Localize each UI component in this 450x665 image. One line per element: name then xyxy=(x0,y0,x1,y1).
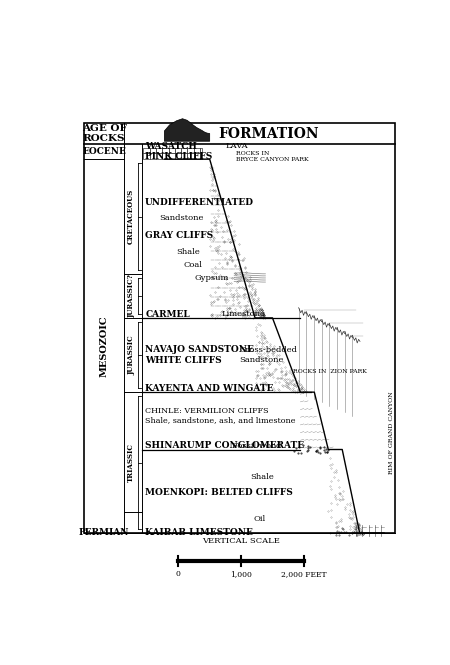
Text: 2,000 FEET: 2,000 FEET xyxy=(281,571,327,579)
Text: MOENKOPI: BELTED CLIFFS: MOENKOPI: BELTED CLIFFS xyxy=(145,487,293,497)
Text: WASATCH
PINK CLIFFS: WASATCH PINK CLIFFS xyxy=(145,142,212,161)
Text: 0: 0 xyxy=(176,571,181,579)
Text: SHINARUMP CONGLOMERATE: SHINARUMP CONGLOMERATE xyxy=(145,442,304,450)
Text: RIM OF GRAND CANYON: RIM OF GRAND CANYON xyxy=(388,392,394,474)
Text: Oil: Oil xyxy=(253,515,266,523)
Text: FORMATION: FORMATION xyxy=(218,126,319,140)
Bar xyxy=(144,152,150,159)
Text: UNDIFFERENTIATED: UNDIFFERENTIATED xyxy=(145,198,254,207)
Text: Fossil wood: Fossil wood xyxy=(232,442,282,450)
Text: ROCKS IN
BRYCE CANYON PARK: ROCKS IN BRYCE CANYON PARK xyxy=(236,151,309,162)
Bar xyxy=(150,148,156,152)
Text: Gypsum: Gypsum xyxy=(194,275,229,283)
Bar xyxy=(175,152,181,159)
Text: MESOZOIC: MESOZOIC xyxy=(100,315,109,377)
Text: EOCENE: EOCENE xyxy=(82,147,126,156)
Text: Limestone: Limestone xyxy=(222,311,266,319)
Text: LAVA: LAVA xyxy=(225,142,248,150)
Bar xyxy=(181,148,187,152)
Text: Shale: Shale xyxy=(176,248,200,257)
Text: ROCKS IN  ZION PARK: ROCKS IN ZION PARK xyxy=(293,369,367,374)
Text: CHINLE: VERMILION CLIFFS
Shale, sandstone, ash, and limestone: CHINLE: VERMILION CLIFFS Shale, sandston… xyxy=(145,407,296,424)
Text: Shale: Shale xyxy=(250,473,274,481)
Text: VERTICAL SCALE: VERTICAL SCALE xyxy=(202,537,280,545)
Text: Cross-bedded
Sandstone: Cross-bedded Sandstone xyxy=(239,346,297,364)
Text: TRIASSIC: TRIASSIC xyxy=(127,443,135,482)
Bar xyxy=(84,123,395,533)
Bar xyxy=(181,152,187,159)
Text: GRAY CLIFFS: GRAY CLIFFS xyxy=(145,231,213,241)
Bar xyxy=(144,148,150,152)
Bar xyxy=(169,148,175,152)
Text: KAYENTA AND WINGATE: KAYENTA AND WINGATE xyxy=(145,384,274,393)
Bar xyxy=(169,152,175,159)
Bar xyxy=(194,148,200,152)
Text: CARMEL: CARMEL xyxy=(145,310,190,319)
Bar xyxy=(156,152,162,159)
Bar xyxy=(187,152,194,159)
Text: PERMIAN: PERMIAN xyxy=(79,529,130,537)
Text: JURASSIC?: JURASSIC? xyxy=(127,274,135,318)
Bar xyxy=(156,148,162,152)
Text: Coal: Coal xyxy=(184,261,202,269)
Bar xyxy=(200,152,202,159)
Text: JURASSIC: JURASSIC xyxy=(127,335,135,375)
Text: 1,000: 1,000 xyxy=(230,571,252,579)
Text: NAVAJO SANDSTONE
WHITE CLIFFS: NAVAJO SANDSTONE WHITE CLIFFS xyxy=(145,345,254,364)
Bar xyxy=(194,152,200,159)
Polygon shape xyxy=(164,119,210,141)
Text: CRETACEOUS: CRETACEOUS xyxy=(127,189,135,245)
Bar xyxy=(162,152,169,159)
Text: Sandstone: Sandstone xyxy=(159,214,203,222)
Bar xyxy=(162,148,169,152)
Bar xyxy=(187,148,194,152)
Bar xyxy=(175,148,181,152)
Bar xyxy=(150,152,156,159)
Text: KAIBAB LIMESTONE: KAIBAB LIMESTONE xyxy=(145,529,253,537)
Text: AGE OF
ROCKS: AGE OF ROCKS xyxy=(82,124,126,143)
Bar xyxy=(200,148,202,152)
